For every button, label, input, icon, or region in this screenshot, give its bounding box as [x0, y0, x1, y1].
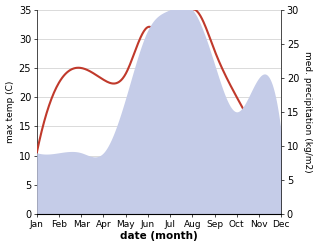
- Y-axis label: max temp (C): max temp (C): [5, 81, 15, 143]
- Y-axis label: med. precipitation (kg/m2): med. precipitation (kg/m2): [303, 51, 313, 173]
- X-axis label: date (month): date (month): [120, 231, 198, 242]
